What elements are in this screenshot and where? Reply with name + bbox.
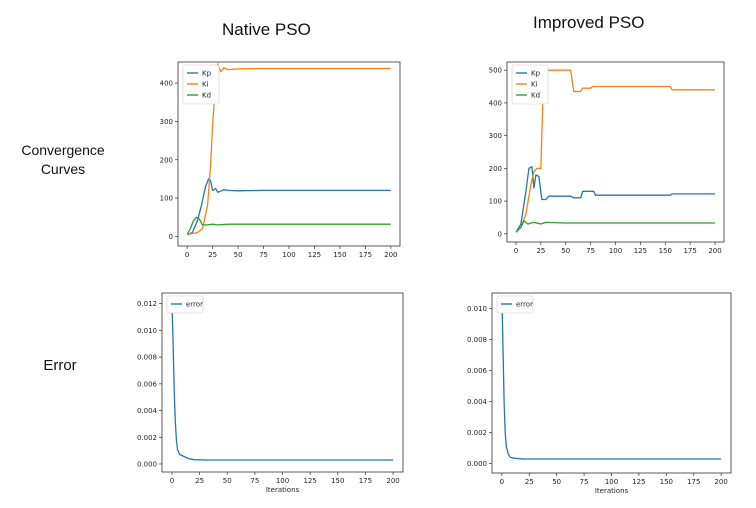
y-tick-label: 300: [160, 118, 173, 126]
native-error-chart: 0 25 50 75 100 125 150 175 200 0.000 0.002 0.004 0.0…: [137, 292, 404, 494]
y-tick-label: 300: [489, 132, 502, 140]
x-tick-label: 0: [514, 247, 518, 255]
x-tick-label: 200: [714, 478, 727, 486]
x-tick-label: 200: [384, 251, 397, 259]
y-tick-label: 400: [160, 80, 173, 88]
x-tick-label: 50: [552, 478, 561, 486]
y-tick-label: 0.004: [137, 407, 158, 415]
x-tick-label: 75: [580, 478, 589, 486]
series-line-error: [171, 300, 394, 461]
improved-error-chart: 0 25 50 75 100 125 150 175 200 0.000 0.002 0.004 0.0…: [467, 292, 732, 495]
x-tick-label: 0: [500, 478, 504, 486]
x-tick-label: 150: [331, 477, 344, 485]
y-tick-label: 0.006: [137, 380, 158, 388]
x-tick-label: 75: [586, 247, 595, 255]
x-tick-label: 50: [223, 477, 232, 485]
y-tick-label: 400: [489, 99, 502, 107]
x-tick-label: 100: [276, 477, 289, 485]
legend-box: [166, 295, 204, 314]
y-tick-label: 0: [498, 230, 502, 238]
series-line-ki: [515, 69, 715, 233]
y-tick-label: 100: [489, 198, 502, 206]
y-tick-label: 0: [169, 233, 173, 241]
x-tick-label: 50: [234, 251, 243, 259]
y-tick-label: 0.002: [137, 434, 157, 442]
x-tick-label: 100: [282, 251, 295, 259]
x-tick-label: 25: [195, 477, 204, 485]
legend-label-kd: Kd: [202, 92, 211, 100]
x-tick-label: 75: [259, 251, 268, 259]
legend-label-ki: Ki: [202, 81, 209, 89]
y-tick-label: 0.010: [137, 327, 157, 335]
x-tick-label: 200: [386, 477, 399, 485]
x-tick-label: 175: [683, 247, 696, 255]
x-tick-label: 25: [525, 478, 534, 486]
legend-label-kp: Kp: [531, 70, 541, 78]
legend-label-kd: Kd: [531, 92, 540, 100]
plot-frame: [491, 292, 732, 474]
x-tick-label: 150: [660, 478, 673, 486]
x-tick-label: 0: [185, 251, 189, 259]
x-tick-label: 150: [333, 251, 346, 259]
convergence-label-line1: Convergence: [21, 142, 105, 158]
x-tick-label: 25: [208, 251, 217, 259]
x-tick-label: 175: [359, 477, 372, 485]
y-tick-label: 500: [489, 67, 502, 75]
x-tick-label: 25: [536, 247, 545, 255]
x-tick-label: 125: [308, 251, 321, 259]
y-tick-label: 0.008: [467, 336, 487, 344]
legend-label-error: error: [186, 301, 203, 309]
x-axis-label: Iterations: [266, 486, 300, 494]
y-tick-label: 0.004: [467, 398, 488, 406]
native-convergence-chart: 0 25 50 75 100 125 150 175 200 0 100 200 300 400 Kp Ki K…: [160, 61, 401, 259]
x-tick-label: 100: [605, 478, 618, 486]
x-tick-label: 175: [359, 251, 372, 259]
legend-box: [182, 64, 220, 105]
y-tick-label: 100: [160, 195, 173, 203]
y-tick-label: 0.008: [137, 354, 157, 362]
legend-label-ki: Ki: [531, 81, 538, 89]
series-line-ki: [187, 63, 391, 236]
error-row-label: Error: [43, 357, 77, 374]
legend-label-kp: Kp: [202, 70, 212, 78]
y-tick-label: 0.000: [137, 460, 157, 468]
y-tick-label: 0.002: [467, 429, 487, 437]
x-tick-label: 50: [561, 247, 570, 255]
series-line-error: [501, 297, 722, 460]
x-tick-label: 150: [659, 247, 672, 255]
legend-box: [496, 295, 534, 314]
series-line-kp: [186, 178, 391, 236]
y-tick-label: 200: [489, 165, 502, 173]
x-axis-label: Iterations: [595, 487, 629, 495]
series-line-kp: [515, 166, 715, 233]
legend-label-error: error: [516, 301, 533, 309]
y-tick-label: 0.012: [137, 300, 157, 308]
series-line-kd: [515, 220, 715, 233]
y-tick-label: 0.006: [467, 367, 488, 375]
x-tick-label: 125: [303, 477, 316, 485]
x-tick-label: 175: [687, 478, 700, 486]
native-pso-title: Native PSO: [222, 20, 311, 39]
y-tick-label: 0.000: [467, 460, 487, 468]
improved-convergence-chart: 0 25 50 75 100 125 150 175 200 0 100 200 300 400 500 Kp…: [489, 61, 725, 255]
x-tick-label: 100: [609, 247, 622, 255]
y-tick-label: 200: [160, 156, 173, 164]
improved-pso-title: Improved PSO: [533, 13, 645, 32]
x-tick-label: 200: [708, 247, 721, 255]
x-tick-label: 0: [170, 477, 174, 485]
x-tick-label: 75: [250, 477, 259, 485]
convergence-label-line2: Curves: [40, 161, 86, 177]
y-tick-label: 0.010: [467, 305, 487, 313]
series-line-kd: [186, 216, 391, 235]
legend-box: [511, 64, 549, 105]
x-tick-label: 125: [632, 478, 645, 486]
convergence-curves-label: Convergence Curves: [10, 141, 116, 179]
x-tick-label: 125: [634, 247, 647, 255]
plot-frame: [161, 292, 404, 473]
